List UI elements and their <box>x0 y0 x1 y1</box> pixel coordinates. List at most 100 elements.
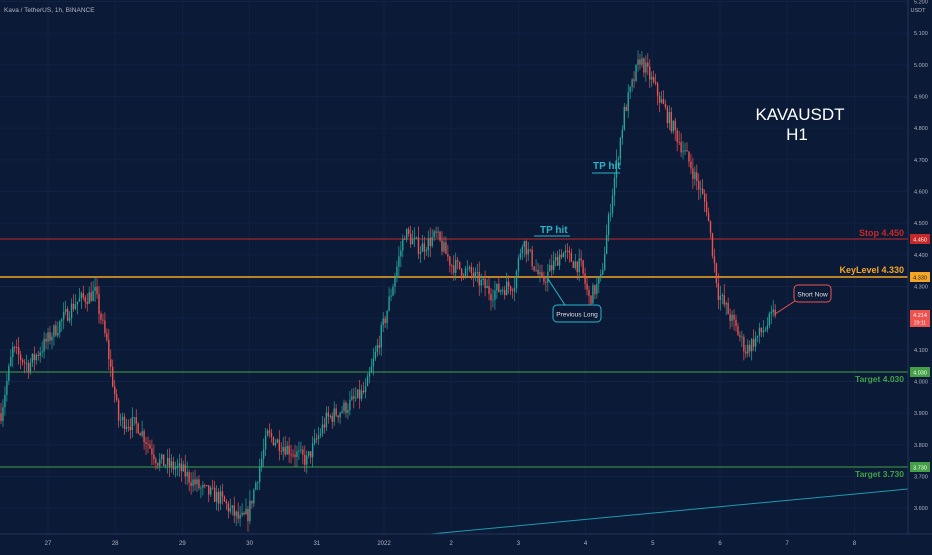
candle-body <box>470 267 473 274</box>
time-tick-label: 6 <box>718 541 722 547</box>
price-tick-label: 4.000 <box>914 380 928 386</box>
candle-body <box>472 273 475 278</box>
candle-body <box>325 412 328 428</box>
candle-body <box>760 327 763 333</box>
candle-body <box>292 454 294 456</box>
candle-body <box>335 408 337 416</box>
candle-body <box>672 120 674 132</box>
candle-body <box>8 365 10 381</box>
candle-body <box>374 351 377 359</box>
candle-body <box>382 318 384 326</box>
target-4030-badge-text: 4.030 <box>913 371 927 377</box>
candle-body <box>358 389 361 399</box>
candle-body <box>162 454 165 466</box>
candle-body <box>455 260 457 273</box>
candle-body <box>680 142 682 153</box>
tp-hit-1-label[interactable]: TP hit <box>593 161 621 172</box>
short-now-label: Short Now <box>797 292 828 299</box>
candle-body <box>337 415 339 418</box>
candle-body <box>505 281 508 296</box>
candle-body <box>570 252 573 262</box>
candle-body <box>198 479 200 489</box>
candle-body <box>280 450 282 452</box>
candle-body <box>482 278 484 280</box>
candle-body <box>141 431 143 436</box>
candle-body <box>249 500 251 522</box>
candle-body <box>155 459 157 464</box>
candle-body <box>637 59 639 65</box>
candle-body <box>63 312 65 320</box>
candle-body <box>703 193 706 202</box>
time-axis[interactable] <box>0 534 908 550</box>
candle-body <box>284 447 286 455</box>
candle-body <box>376 345 379 352</box>
previous-long-box[interactable] <box>552 304 602 323</box>
candle-body <box>682 151 684 153</box>
candle-body <box>525 240 527 255</box>
candle-body <box>6 380 8 395</box>
candle-body <box>37 354 39 356</box>
candle-body <box>306 455 308 465</box>
candle-body <box>119 419 122 421</box>
candle-body <box>688 151 690 162</box>
candle-body <box>343 402 345 411</box>
candle-body <box>100 313 102 320</box>
candle-body <box>478 272 480 286</box>
time-tick-label: 2 <box>450 541 454 547</box>
symbol-info[interactable]: Kava / TetherUS, 1h, BINANCE <box>4 7 95 14</box>
candles-group <box>0 50 776 532</box>
stop-badge <box>910 234 930 244</box>
price-tick-label: 4.300 <box>914 285 928 291</box>
candle-body <box>439 231 441 241</box>
candle-body <box>443 242 445 252</box>
price-tick-label: 4.700 <box>914 158 928 164</box>
candle-body <box>603 253 606 271</box>
candle-body <box>190 482 192 486</box>
candle-body <box>701 188 704 194</box>
candle-body <box>384 318 386 323</box>
candle-body <box>533 266 535 271</box>
candle-body <box>27 362 30 373</box>
price-tick-label: 5.100 <box>914 31 928 37</box>
candle-body <box>129 426 132 431</box>
short-now-pointer <box>774 300 796 315</box>
candle-body <box>172 461 175 470</box>
candle-body <box>92 290 94 301</box>
candle-body <box>388 296 390 311</box>
candle-body <box>400 250 402 257</box>
candle-body <box>578 258 580 273</box>
candle-body <box>605 234 608 254</box>
time-axis-ticks: 27 28 29 30 31 2022 2 3 4 5 6 7 8 <box>45 541 857 547</box>
candle-body <box>380 325 382 348</box>
candle-body <box>615 160 618 179</box>
candle-body <box>492 299 494 301</box>
chart-title-symbol: KAVAUSDT <box>755 105 844 124</box>
candle-body <box>33 353 36 361</box>
candle-body <box>523 240 526 247</box>
candle-body <box>78 298 81 302</box>
candle-body <box>631 79 633 87</box>
chart-grid <box>0 0 908 534</box>
tp-hit-2-label[interactable]: TP hit <box>540 225 568 236</box>
candle-body <box>613 178 616 196</box>
trend-line[interactable] <box>419 488 909 536</box>
candle-body <box>313 438 316 444</box>
candle-body <box>449 256 451 266</box>
candle-body <box>404 238 406 240</box>
candle-body <box>225 501 228 504</box>
candle-body <box>758 327 761 336</box>
candle-body <box>57 332 59 336</box>
candle-body <box>164 465 167 467</box>
candle-body <box>237 511 239 519</box>
candle-body <box>251 500 253 504</box>
candle-body <box>366 376 369 387</box>
candle-body <box>592 285 594 304</box>
candle-body <box>362 390 365 393</box>
candle-body <box>617 159 620 161</box>
short-now-box[interactable] <box>793 284 832 303</box>
candle-body <box>31 353 34 363</box>
candle-body <box>654 81 657 84</box>
candle-body <box>568 250 571 253</box>
candle-body <box>519 253 522 258</box>
